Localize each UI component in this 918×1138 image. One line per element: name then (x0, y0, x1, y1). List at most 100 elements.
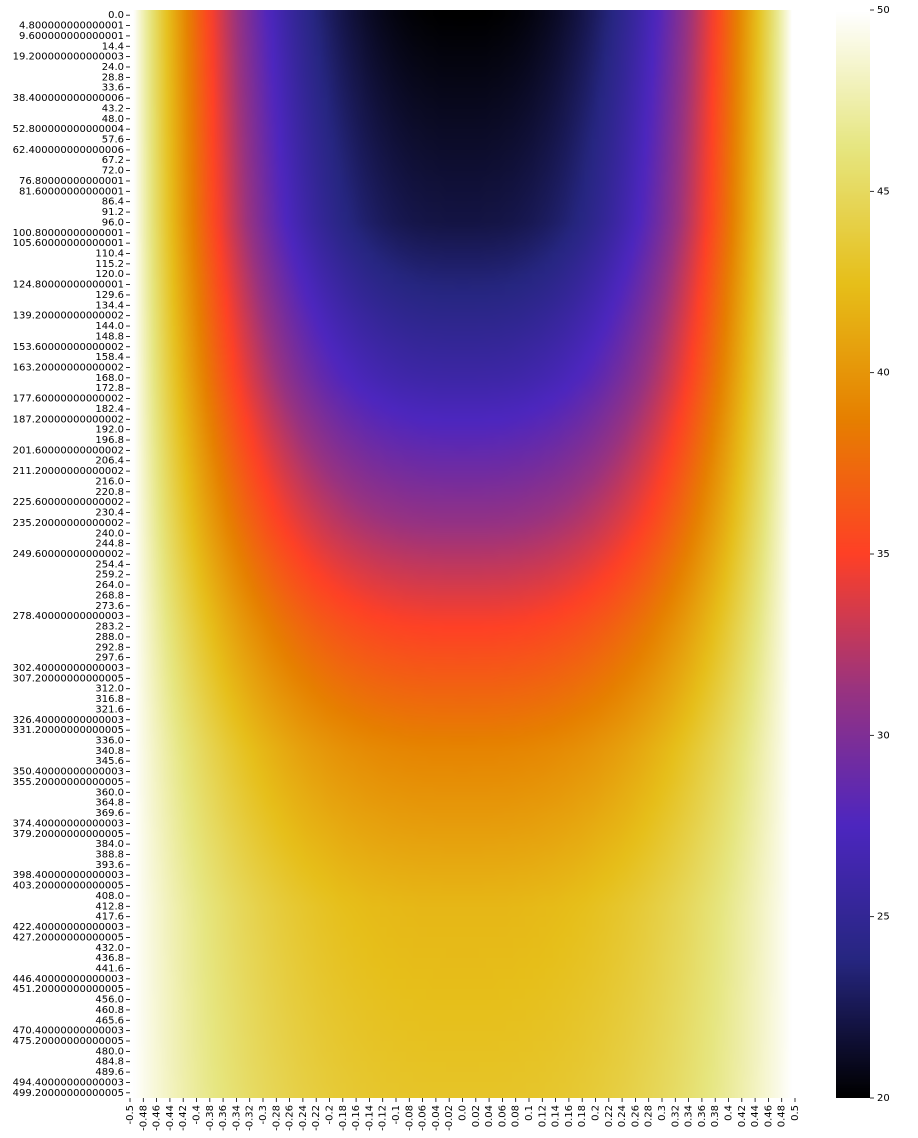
y-tick-label: 48.0 (102, 114, 124, 125)
y-tick-label: 33.6 (102, 83, 124, 94)
x-tick-label: 0.2 (591, 1105, 602, 1121)
x-tick-label: 0.3 (657, 1105, 668, 1121)
y-tick-label: 360.0 (95, 787, 124, 798)
y-tick-label: 384.0 (95, 839, 124, 850)
y-tick-label: 225.60000000000002 (13, 497, 124, 508)
y-tick-label: 115.2 (95, 259, 124, 270)
y-tick-label: 177.60000000000002 (13, 394, 124, 405)
y-tick-label: 460.8 (95, 1005, 124, 1016)
x-tick-label: -0.26 (285, 1105, 296, 1131)
x-tick-label: -0.16 (351, 1105, 362, 1131)
y-tick-label: 350.40000000000003 (13, 767, 124, 778)
y-tick-label: 81.60000000000001 (19, 186, 124, 197)
x-tick-label: -0.1 (391, 1105, 402, 1125)
x-tick-label: -0.46 (152, 1105, 163, 1131)
x-tick-label: 0.38 (710, 1105, 721, 1127)
y-tick-label: 244.8 (95, 539, 124, 550)
x-tick-label: -0.44 (165, 1105, 176, 1131)
colorbar-tick-label: 50 (877, 5, 890, 16)
y-tick-label: 206.4 (95, 456, 124, 467)
x-tick-label: -0.28 (271, 1105, 282, 1131)
x-tick-label: 0.14 (551, 1105, 562, 1127)
y-tick-label: 76.80000000000001 (19, 176, 124, 187)
x-tick-label: 0.0 (458, 1105, 469, 1121)
y-tick-label: 172.8 (95, 383, 124, 394)
y-tick-label: 273.6 (95, 601, 124, 612)
colorbar-tick-label: 45 (877, 186, 890, 197)
y-tick-label: 475.20000000000005 (13, 1036, 124, 1047)
x-tick-label: -0.48 (138, 1105, 149, 1131)
y-tick-label: 446.40000000000003 (13, 974, 124, 985)
y-tick-label: 355.20000000000005 (13, 777, 124, 788)
y-tick-label: 14.4 (102, 41, 124, 52)
x-tick-label: 0.1 (524, 1105, 535, 1121)
y-tick-label: 408.0 (95, 891, 124, 902)
x-tick-label: -0.36 (218, 1105, 229, 1131)
y-tick-label: 86.4 (102, 197, 124, 208)
y-tick-label: 4.800000000000001 (19, 21, 124, 32)
y-tick-label: 494.40000000000003 (13, 1077, 124, 1088)
y-tick-label: 326.40000000000003 (13, 715, 124, 726)
x-tick-label: -0.34 (231, 1105, 242, 1131)
x-tick-label: 0.48 (777, 1105, 788, 1127)
y-tick-label: 499.20000000000005 (13, 1088, 124, 1099)
y-tick-label: 345.6 (95, 756, 124, 767)
y-tick-label: 110.4 (95, 249, 124, 260)
x-tick-label: 0.24 (617, 1105, 628, 1127)
y-tick-label: 158.4 (95, 352, 124, 363)
x-tick-label: -0.02 (444, 1105, 455, 1131)
y-tick-label: 388.8 (95, 849, 124, 860)
colorbar-tick-label: 25 (877, 912, 890, 923)
x-tick-label: -0.5 (125, 1105, 136, 1125)
colorbar-tick-label: 35 (877, 549, 890, 560)
y-tick-label: 168.0 (95, 373, 124, 384)
y-tick-label: 235.20000000000002 (13, 518, 124, 529)
y-tick-label: 201.60000000000002 (13, 445, 124, 456)
y-tick-label: 288.0 (95, 632, 124, 643)
y-tick-label: 312.0 (95, 684, 124, 695)
y-tick-label: 470.40000000000003 (13, 1026, 124, 1037)
y-tick-label: 100.80000000000001 (13, 228, 124, 239)
x-tick-label: 0.22 (604, 1105, 615, 1127)
y-tick-label: 91.2 (102, 207, 124, 218)
colorbar-tick-label: 30 (877, 730, 890, 741)
x-tick-label: 0.46 (763, 1105, 774, 1127)
y-tick-label: 422.40000000000003 (13, 922, 124, 933)
x-tick-label: -0.42 (178, 1105, 189, 1131)
y-tick-label: 52.800000000000004 (13, 124, 124, 135)
x-tick-label: 0.02 (471, 1105, 482, 1127)
x-tick-label: 0.44 (750, 1105, 761, 1127)
y-tick-label: 340.8 (95, 746, 124, 757)
y-tick-label: 436.8 (95, 953, 124, 964)
x-tick-label: 0.16 (564, 1105, 575, 1127)
y-tick-label: 24.0 (102, 62, 124, 73)
x-tick-label: -0.4 (192, 1105, 203, 1125)
x-tick-label: 0.18 (577, 1105, 588, 1127)
y-tick-label: 0.0 (108, 10, 124, 21)
y-tick-label: 96.0 (102, 217, 124, 228)
x-tick-label: 0.42 (737, 1105, 748, 1127)
y-tick-label: 307.20000000000005 (13, 673, 124, 684)
x-tick-label: 0.36 (697, 1105, 708, 1127)
y-tick-label: 62.400000000000006 (13, 145, 124, 156)
colorbar-tick-label: 20 (877, 1093, 890, 1104)
y-tick-label: 129.6 (95, 290, 124, 301)
x-tick-label: 0.08 (511, 1105, 522, 1127)
y-tick-label: 489.6 (95, 1067, 124, 1078)
x-tick-label: 0.04 (484, 1105, 495, 1127)
y-tick-label: 9.600000000000001 (19, 31, 124, 42)
y-tick-label: 196.8 (95, 435, 124, 446)
colorbar-ticks: 20 25 30 35 40 45 50 (870, 5, 890, 1104)
y-tick-label: 403.20000000000005 (13, 881, 124, 892)
x-tick-label: -0.18 (338, 1105, 349, 1131)
y-tick-label: 432.0 (95, 943, 124, 954)
x-tick-label: -0.22 (311, 1105, 322, 1131)
y-tick-label: 297.6 (95, 653, 124, 664)
y-tick-label: 369.6 (95, 808, 124, 819)
y-tick-label: 336.0 (95, 736, 124, 747)
x-tick-label: 0.32 (670, 1105, 681, 1127)
y-tick-label: 182.4 (95, 404, 124, 415)
y-tick-label: 441.6 (95, 963, 124, 974)
x-tick-label: -0.14 (364, 1105, 375, 1131)
